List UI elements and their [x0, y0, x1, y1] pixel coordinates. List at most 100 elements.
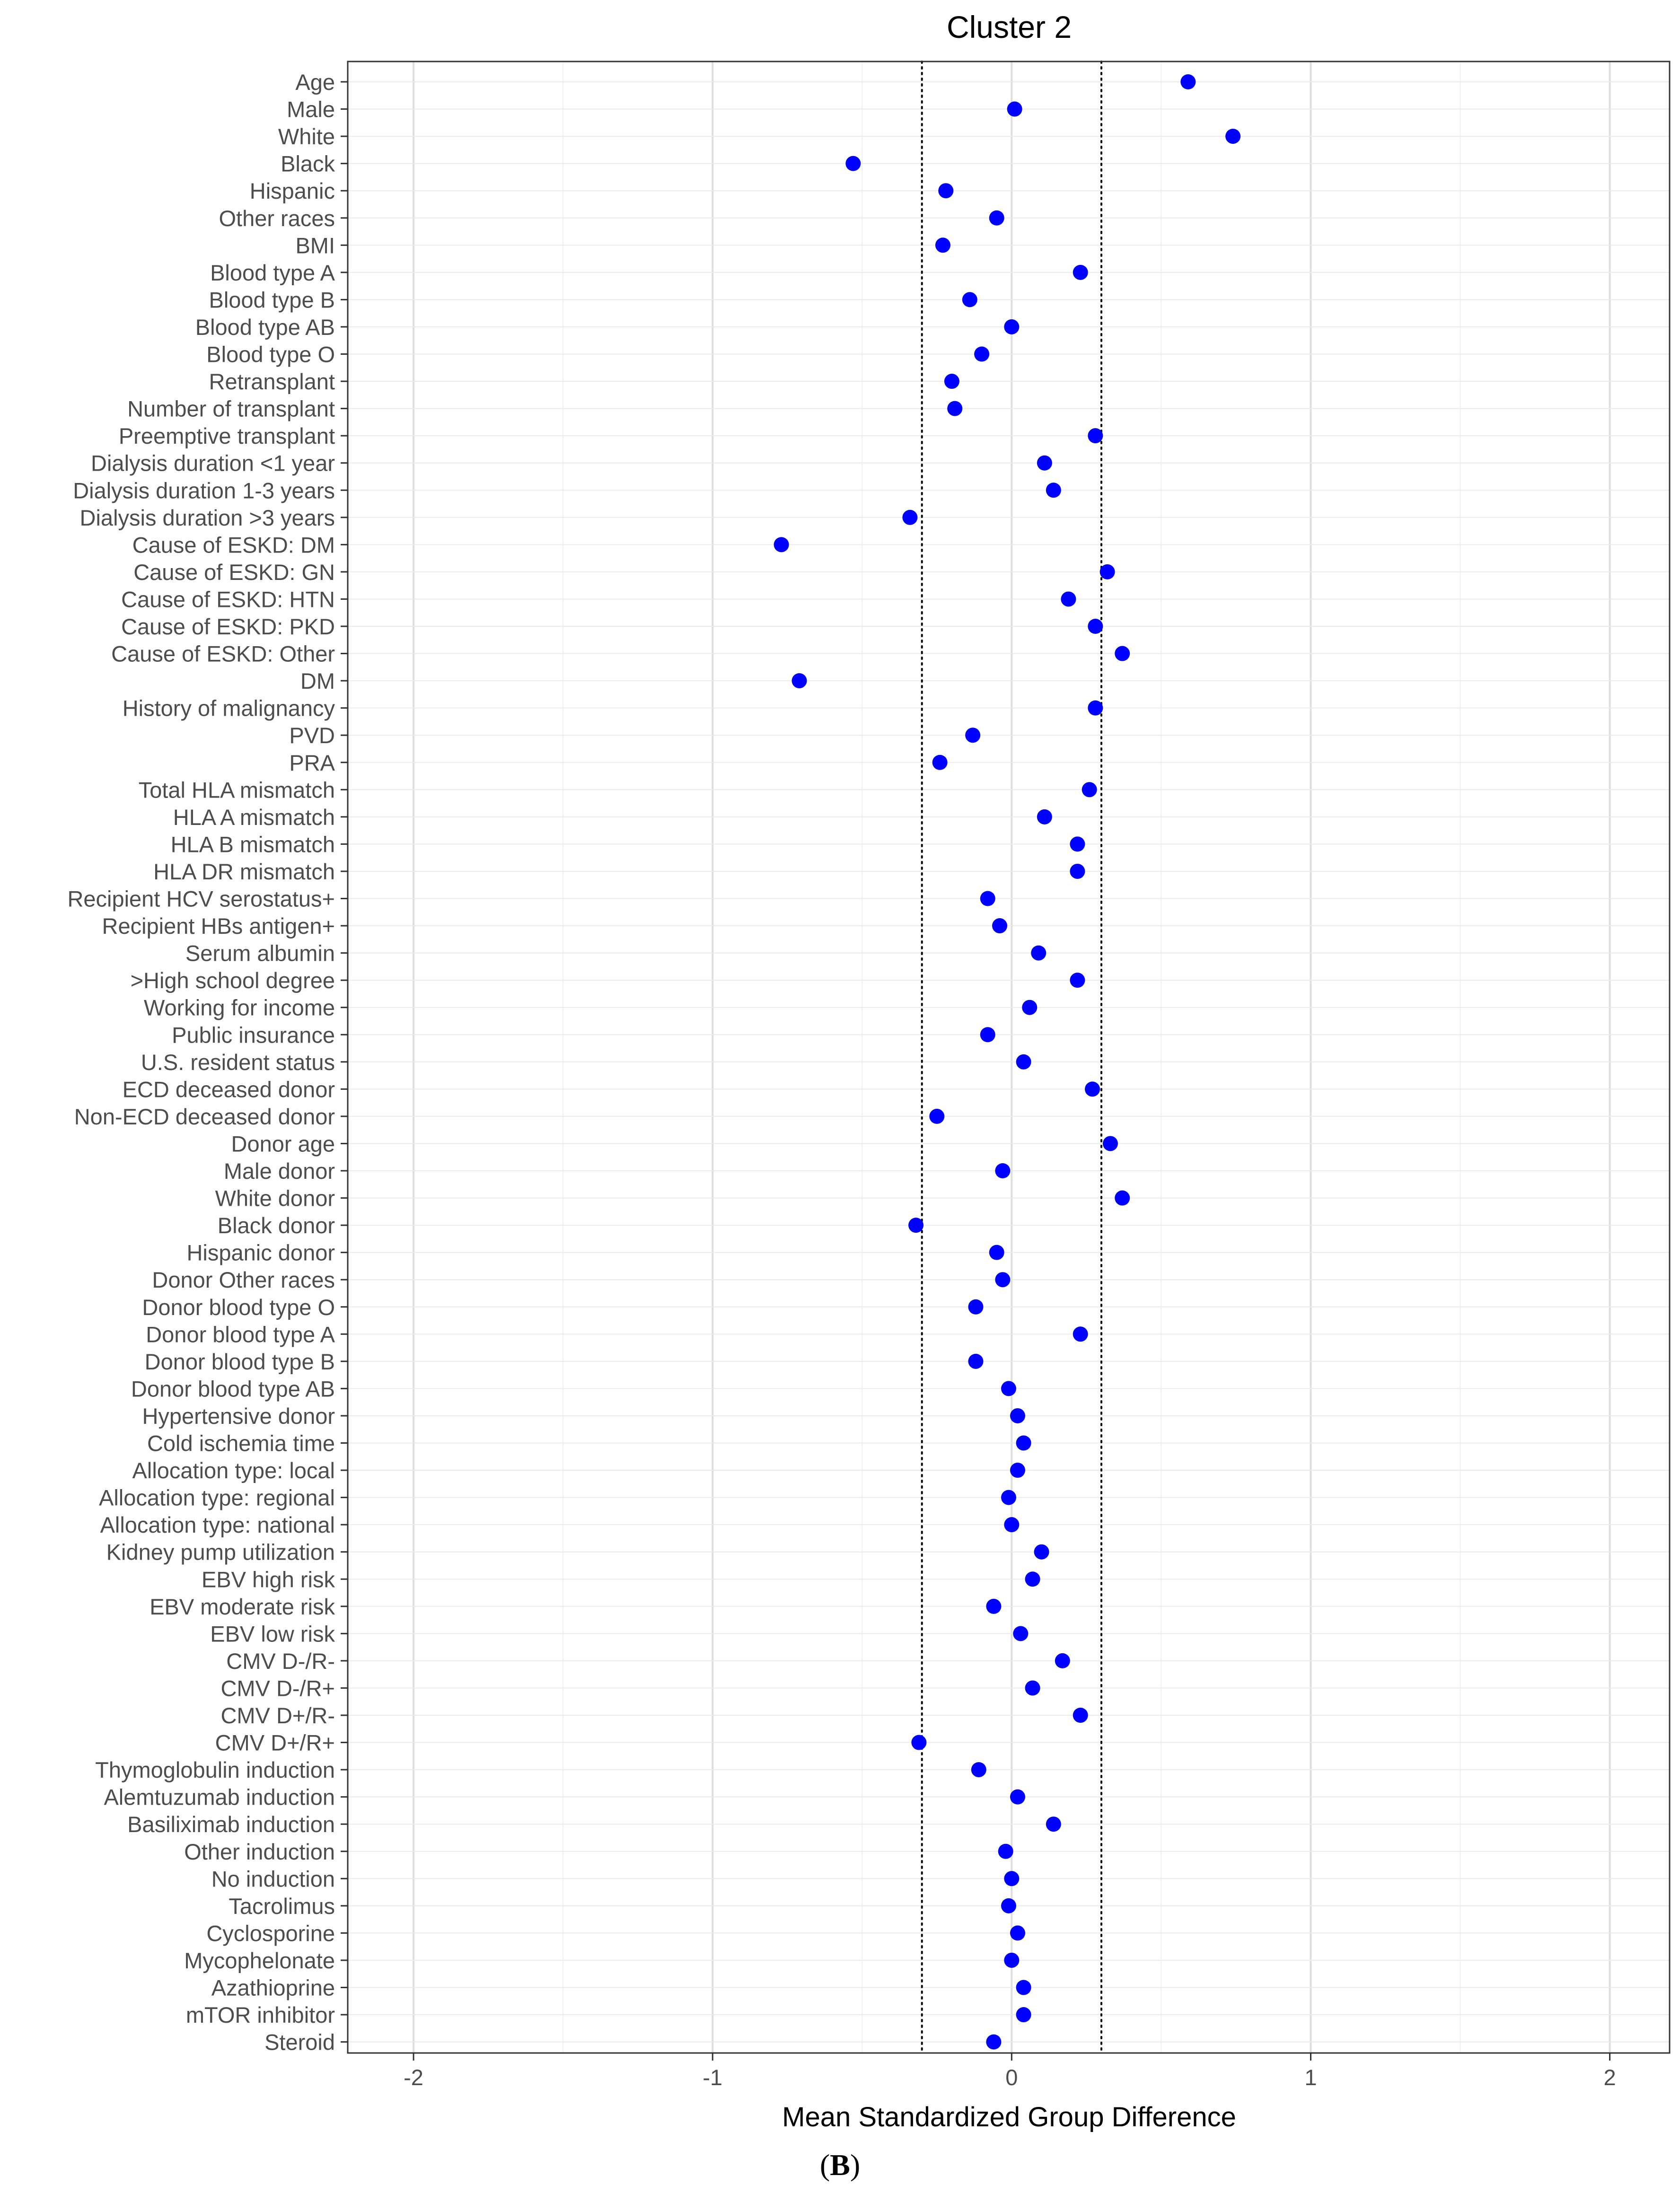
data-point — [1004, 1871, 1020, 1886]
data-point — [980, 1027, 995, 1043]
caption-open: ( — [819, 2148, 830, 2182]
x-axis: -2 -1 0 1 2 — [404, 2053, 1616, 2090]
y-tick-label: Preemptive transplant — [119, 423, 335, 448]
reference-lines — [921, 61, 1102, 2054]
caption-close: ) — [850, 2148, 861, 2182]
plot-panel — [348, 61, 1670, 2053]
y-tick-label: CMV D+/R+ — [215, 1730, 335, 1755]
data-point — [1046, 483, 1061, 498]
y-tick-label: Public insurance — [172, 1022, 335, 1047]
y-tick-label: Cold ischemia time — [147, 1431, 335, 1456]
y-tick-label: Donor blood type B — [145, 1349, 335, 1374]
y-tick-label: PVD — [289, 723, 335, 748]
data-point — [992, 918, 1008, 934]
data-point — [998, 1843, 1013, 1859]
data-point — [1001, 1381, 1016, 1396]
data-point — [1010, 1408, 1025, 1423]
y-tick-label: No induction — [211, 1866, 335, 1891]
y-tick-label: Age — [295, 70, 335, 95]
y-tick-label: Hypertensive donor — [142, 1404, 335, 1429]
data-point — [1016, 1054, 1031, 1070]
data-point — [1225, 129, 1241, 144]
y-tick-label: Total HLA mismatch — [139, 777, 335, 802]
y-tick-label: PRA — [289, 750, 335, 775]
y-tick-label: Number of transplant — [127, 396, 335, 421]
y-tick-label: Serum albumin — [185, 941, 335, 966]
data-point — [845, 156, 861, 171]
data-point — [974, 346, 990, 362]
y-tick-label: Donor blood type O — [142, 1295, 335, 1320]
y-tick-label: Cause of ESKD: GN — [133, 560, 335, 585]
y-tick-label: Cyclosporine — [206, 1921, 335, 1946]
data-point — [1084, 1081, 1100, 1097]
y-tick-label: Male donor — [224, 1158, 335, 1184]
y-tick-label: White donor — [215, 1186, 335, 1211]
data-point — [1115, 646, 1130, 661]
y-tick-label: Non-ECD deceased donor — [74, 1104, 335, 1129]
y-tick-label: Male — [287, 97, 335, 122]
data-point — [1073, 1708, 1088, 1723]
data-point — [1070, 973, 1085, 988]
data-point — [989, 1245, 1004, 1260]
y-tick-label: Steroid — [264, 2030, 335, 2055]
data-point — [1073, 1326, 1088, 1342]
data-point — [986, 1598, 1002, 1614]
y-tick-label: ECD deceased donor — [123, 1077, 335, 1102]
y-tick-label: Cause of ESKD: Other — [111, 641, 335, 667]
y-tick-label: Donor Other races — [152, 1267, 335, 1292]
data-point — [1004, 319, 1020, 334]
y-tick-label: Recipient HBs antigen+ — [102, 913, 335, 939]
data-point — [965, 728, 981, 743]
data-point — [1034, 1544, 1049, 1560]
y-tick-label: Donor blood type A — [146, 1322, 335, 1347]
y-tick-label: Allocation type: national — [100, 1512, 335, 1537]
y-tick-label: HLA A mismatch — [173, 805, 335, 830]
data-point — [1025, 1680, 1040, 1696]
data-point — [1001, 1898, 1016, 1913]
y-tick-label: DM — [300, 668, 335, 693]
y-tick-label: Kidney pump utilization — [106, 1540, 335, 1565]
data-point — [1010, 1789, 1025, 1805]
data-point — [792, 673, 807, 689]
y-tick-label: mTOR inhibitor — [186, 2002, 335, 2027]
data-point — [986, 2034, 1002, 2050]
data-point — [1004, 1952, 1020, 1968]
data-point — [947, 401, 963, 416]
data-point — [944, 374, 959, 389]
data-point — [938, 183, 954, 199]
data-point — [1013, 1626, 1029, 1641]
y-tick-label: Blood type A — [210, 260, 335, 285]
y-tick-label: Dialysis duration <1 year — [91, 451, 335, 476]
data-point — [1025, 1571, 1040, 1587]
y-tick-label: Blood type B — [209, 287, 335, 312]
figure-caption: (B) — [0, 2148, 1680, 2183]
x-tick-label: -1 — [703, 2065, 722, 2090]
y-tick-label: Dialysis duration 1-3 years — [73, 478, 335, 503]
y-tick-label: Tacrolimus — [229, 1894, 335, 1919]
y-tick-label: Hispanic — [250, 178, 335, 203]
data-points — [774, 74, 1241, 2050]
x-tick-label: 1 — [1304, 2065, 1317, 2090]
y-tick-label: CMV D-/R+ — [220, 1676, 335, 1701]
data-point — [1037, 809, 1052, 825]
data-point — [1010, 1463, 1025, 1478]
data-point — [1022, 1000, 1038, 1015]
data-point — [980, 891, 995, 906]
x-tick-label: -2 — [404, 2065, 423, 2090]
y-tick-label: EBV high risk — [202, 1567, 335, 1592]
y-tick-label: Allocation type: local — [132, 1458, 335, 1483]
data-point — [1007, 101, 1022, 117]
data-point — [1088, 619, 1103, 634]
y-tick-label: Basiliximab induction — [127, 1812, 335, 1837]
data-point — [1082, 782, 1097, 798]
data-point — [995, 1272, 1011, 1288]
y-tick-label: Alemtuzumab induction — [104, 1785, 335, 1810]
x-tick-label: 0 — [1005, 2065, 1018, 2090]
y-tick-label: BMI — [295, 233, 335, 258]
y-tick-label: Azathioprine — [211, 1975, 335, 2000]
data-point — [1010, 1925, 1025, 1941]
y-tick-label: Blood type AB — [195, 315, 335, 340]
data-point — [1004, 1517, 1020, 1533]
data-point — [935, 237, 950, 253]
